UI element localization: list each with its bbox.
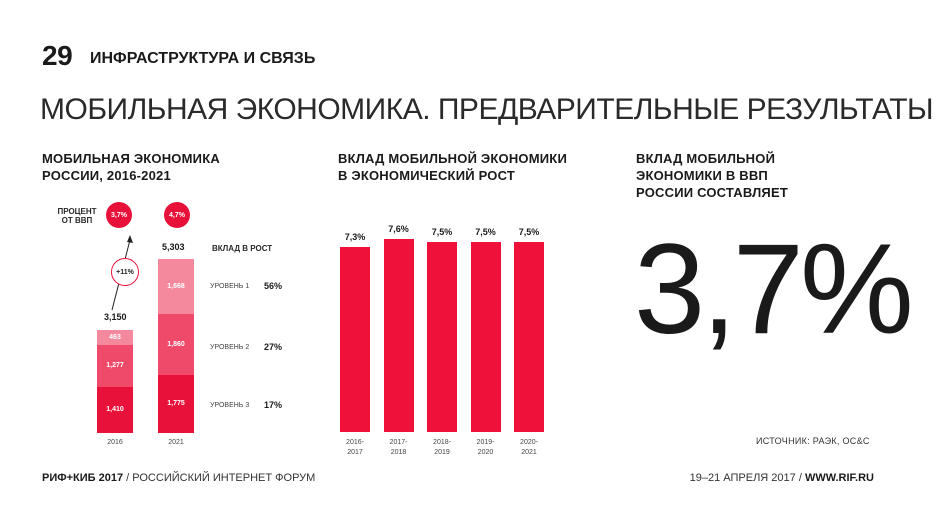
left-chart-title-line2: РОССИИ, 2016-2021: [42, 168, 171, 183]
growth-bar-period-line: 2020: [477, 449, 494, 456]
growth-bar-value-4: 7,5%: [475, 226, 496, 237]
level2-label: УРОВЕНЬ 2: [210, 344, 250, 351]
stack-category-label-2016: 2016: [107, 439, 123, 446]
growth-bar-1: [340, 246, 370, 432]
footer-brand: РИФ+КИБ 2017: [42, 472, 124, 484]
stack-category-label-2021: 2021: [168, 439, 184, 446]
growth-bar-period-line: 2021: [521, 449, 537, 456]
growth-bar-value-1: 7,3%: [344, 231, 366, 242]
middle-chart-title-line1: ВКЛАД МОБИЛЬНОЙ ЭКОНОМИКИ: [338, 151, 567, 166]
stack-segment-2016-level2: 1,277: [97, 343, 133, 387]
growth-bar-period-line: 2018-: [433, 439, 451, 446]
footer-separator: /: [123, 472, 133, 484]
growth-bar-4: [470, 241, 501, 432]
growth-bar-period-line: 2019: [434, 449, 450, 456]
footer-forum: РОССИЙСКИЙ ИНТЕРНЕТ ФОРУМ: [132, 472, 316, 484]
gdp-label-line1: ПРОЦЕНТ: [57, 207, 97, 216]
growth-bar-5: [514, 241, 544, 432]
level3-label: УРОВЕНЬ 3: [210, 402, 250, 409]
stack-segment-2021-level1: 1,668: [158, 258, 194, 314]
left-chart-title: МОБИЛЬНАЯ ЭКОНОМИКА РОССИИ, 2016-2021: [42, 150, 220, 184]
growth-bar-value-3: 7,5%: [431, 226, 453, 237]
footer-separator-2: /: [795, 472, 805, 484]
growth-bar-3: [427, 241, 457, 432]
level1-label: УРОВЕНЬ 1: [210, 283, 250, 290]
growth-bar-period-1: 2016- 2017: [336, 438, 374, 458]
right-panel-title: ВКЛАД МОБИЛЬНОЙ ЭКОНОМИКИ В ВВП РОССИИ С…: [636, 150, 788, 201]
stack-segment-2016-level1: 463: [97, 328, 133, 345]
stack-segment-2021-level3: 1,775: [158, 373, 194, 433]
total-2021: 5,303: [162, 242, 185, 252]
level2-pct: 27%: [264, 342, 283, 352]
contribution-header: ВКЛАД В РОСТ: [212, 244, 273, 253]
growth-bar-period-line: 2020-: [520, 439, 538, 446]
page-title: МОБИЛЬНАЯ ЭКОНОМИКА. ПРЕДВАРИТЕЛЬНЫЕ РЕЗ…: [40, 93, 934, 126]
stack-segment-2021-level2: 1,860: [158, 312, 194, 375]
gdp-badge-2016: 3,7%: [106, 202, 132, 228]
stack-segment-2016-level3: 1,410: [97, 385, 133, 433]
growth-badge: +11%: [111, 258, 139, 286]
right-panel-title-line2: ЭКОНОМИКИ В ВВП: [636, 168, 768, 183]
left-chart-title-line1: МОБИЛЬНАЯ ЭКОНОМИКА: [42, 151, 220, 166]
footer-site[interactable]: WWW.RIF.RU: [804, 472, 874, 484]
middle-chart-title-line2: В ЭКОНОМИЧЕСКИЙ РОСТ: [338, 168, 516, 183]
growth-bar-period-4: 2019- 2020: [467, 438, 505, 458]
middle-chart-title: ВКЛАД МОБИЛЬНОЙ ЭКОНОМИКИ В ЭКОНОМИЧЕСКИ…: [338, 150, 567, 184]
gdp-badge-2021: 4,7%: [164, 202, 190, 228]
gdp-label: ПРОЦЕНТ ОТ ВВП: [57, 207, 97, 225]
section-title: ИНФРАСТРУКТУРА И СВЯЗЬ: [90, 50, 316, 67]
growth-bar-value-5: 7,5%: [518, 226, 540, 237]
level1-pct: 56%: [264, 281, 283, 291]
total-2016: 3,150: [104, 312, 127, 322]
level3-pct: 17%: [264, 400, 283, 410]
footer-left: РИФ+КИБ 2017 / РОССИЙСКИЙ ИНТЕРНЕТ ФОРУМ: [42, 472, 315, 484]
right-panel-title-line1: ВКЛАД МОБИЛЬНОЙ: [636, 151, 776, 166]
growth-bar-period-2: 2017- 2018: [380, 438, 418, 458]
growth-bar-period-line: 2019-: [476, 439, 495, 446]
gdp-share-value: 3,7%: [634, 218, 914, 361]
section-number: 29: [42, 40, 73, 71]
footer-right: 19–21 АПРЕЛЯ 2017 / WWW.RIF.RU: [690, 472, 874, 484]
gdp-label-line2: ОТ ВВП: [61, 216, 93, 225]
source-note: ИСТОЧНИК: РАЭК, ОС&С: [756, 436, 870, 446]
growth-bar-period-3: 2018- 2019: [423, 438, 461, 458]
growth-bar-value-2: 7,6%: [388, 224, 409, 234]
growth-bar-period-line: 2017-: [389, 439, 408, 446]
growth-bar-period-line: 2016-: [346, 439, 364, 446]
right-panel-title-line3: РОССИИ СОСТАВЛЯЕТ: [636, 185, 788, 200]
growth-bar-period-5: 2020- 2021: [510, 438, 548, 458]
growth-bar-period-line: 2018: [390, 449, 407, 456]
footer-dates: 19–21 АПРЕЛЯ 2017: [689, 472, 796, 484]
growth-bar-period-line: 2017: [347, 449, 363, 456]
growth-bar-2: [383, 239, 414, 432]
